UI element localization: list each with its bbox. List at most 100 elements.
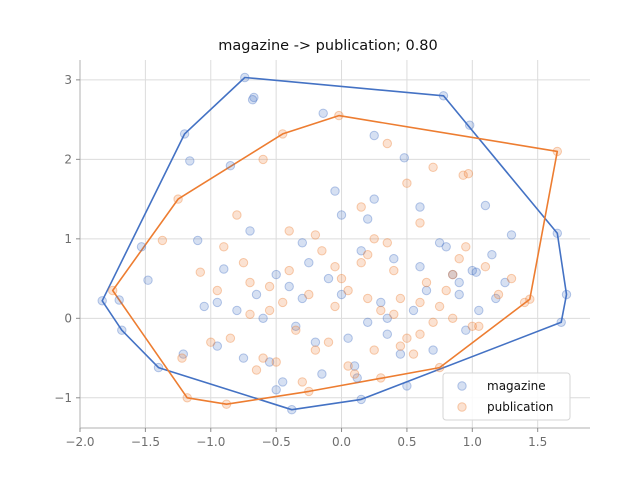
magazine-point bbox=[491, 293, 501, 304]
publication-point bbox=[238, 258, 249, 268]
publication-point bbox=[336, 273, 347, 284]
publication-point bbox=[467, 321, 477, 331]
publication-point bbox=[369, 345, 379, 355]
y-tick-label: −1 bbox=[54, 391, 72, 405]
publication-point bbox=[382, 238, 392, 248]
publication-point bbox=[278, 129, 288, 139]
axes bbox=[79, 60, 590, 429]
magazine-point bbox=[408, 305, 419, 316]
magazine-point bbox=[284, 281, 294, 292]
publication-point bbox=[552, 146, 562, 157]
magazine-point bbox=[212, 297, 223, 308]
publication-point bbox=[284, 226, 294, 236]
magazine-point bbox=[363, 214, 373, 224]
magazine-point bbox=[454, 289, 464, 300]
legend-label-publication: publication bbox=[487, 400, 553, 414]
legend: magazine publication bbox=[442, 372, 571, 421]
publication-point bbox=[232, 210, 242, 220]
points-layer bbox=[97, 72, 572, 415]
publication-point bbox=[323, 337, 334, 347]
magazine-point bbox=[480, 200, 491, 211]
magazine-point bbox=[336, 210, 347, 220]
publication-point bbox=[376, 305, 386, 316]
magazine-point bbox=[415, 202, 425, 212]
magazine-point bbox=[336, 289, 347, 300]
magazine-point bbox=[561, 289, 572, 300]
magazine-point bbox=[389, 254, 399, 264]
publication-point bbox=[278, 297, 288, 308]
magazine-point bbox=[428, 345, 438, 355]
publication-point bbox=[258, 353, 268, 363]
publication-point bbox=[264, 281, 275, 292]
publication-point bbox=[291, 325, 301, 335]
magazine-point bbox=[185, 156, 195, 166]
publication-point bbox=[245, 277, 255, 288]
magazine-point bbox=[97, 296, 107, 306]
publication-point bbox=[304, 386, 314, 397]
magazine-point bbox=[232, 305, 242, 316]
publication-point bbox=[402, 178, 412, 188]
magazine-point bbox=[448, 269, 458, 280]
magazine-point bbox=[330, 186, 340, 196]
magazine-point bbox=[441, 242, 451, 252]
publication-point bbox=[402, 333, 412, 343]
magazine-point bbox=[143, 275, 153, 285]
magazine-point bbox=[552, 228, 562, 239]
magazine-point bbox=[352, 373, 362, 383]
publication-point bbox=[389, 265, 399, 276]
magazine-point bbox=[245, 226, 255, 236]
magazine-point bbox=[363, 317, 373, 327]
magazine-point bbox=[317, 369, 327, 379]
publication-point bbox=[310, 345, 321, 355]
magazine-point bbox=[179, 129, 190, 139]
publication-point bbox=[441, 285, 451, 296]
magazine-point bbox=[271, 385, 281, 395]
publication-point bbox=[415, 297, 425, 308]
magazine-point bbox=[434, 238, 445, 248]
magazine-point bbox=[193, 235, 203, 246]
magazine-point bbox=[471, 267, 481, 277]
publication-point bbox=[264, 305, 275, 316]
publication-point bbox=[157, 235, 168, 246]
x-tick-label: −0.5 bbox=[262, 435, 291, 449]
publication-point bbox=[363, 293, 373, 304]
publication-point bbox=[474, 321, 484, 331]
magazine-point bbox=[402, 381, 412, 391]
magazine-point bbox=[247, 95, 258, 105]
magazine-point bbox=[178, 349, 189, 359]
magazine-point bbox=[461, 325, 471, 335]
x-tick-label: −1.5 bbox=[131, 435, 160, 449]
publication-hull-line bbox=[111, 114, 559, 405]
publication-point bbox=[245, 309, 255, 319]
magazine-point bbox=[297, 238, 307, 248]
x-tick-label: 1.5 bbox=[528, 435, 547, 449]
magazine-point bbox=[240, 72, 250, 83]
magazine-point bbox=[249, 92, 259, 103]
publication-point bbox=[330, 301, 340, 312]
publication-point bbox=[206, 337, 216, 347]
magazine-point bbox=[318, 108, 328, 119]
legend-box bbox=[442, 372, 571, 421]
publication-point bbox=[389, 309, 399, 319]
magazine-point bbox=[278, 377, 288, 387]
magazine-point bbox=[264, 357, 275, 367]
magazine-point bbox=[474, 305, 484, 316]
magazine-point bbox=[323, 273, 334, 284]
publication-point bbox=[463, 169, 474, 179]
publication-point bbox=[356, 258, 366, 268]
magazine-point bbox=[291, 321, 301, 331]
publication-point bbox=[506, 273, 517, 284]
magazine-point bbox=[438, 91, 449, 101]
magazine-point bbox=[287, 405, 297, 415]
magazine-point bbox=[556, 317, 566, 327]
publication-point bbox=[525, 294, 535, 304]
magazine-point bbox=[117, 325, 127, 335]
magazine-point bbox=[421, 285, 432, 296]
magazine-point bbox=[304, 258, 314, 268]
magazine-point bbox=[199, 301, 209, 312]
publication-point bbox=[376, 373, 386, 383]
publication-point bbox=[258, 154, 268, 165]
publication-point bbox=[108, 285, 118, 296]
magazine-point bbox=[356, 246, 366, 256]
publication-point bbox=[221, 399, 232, 409]
